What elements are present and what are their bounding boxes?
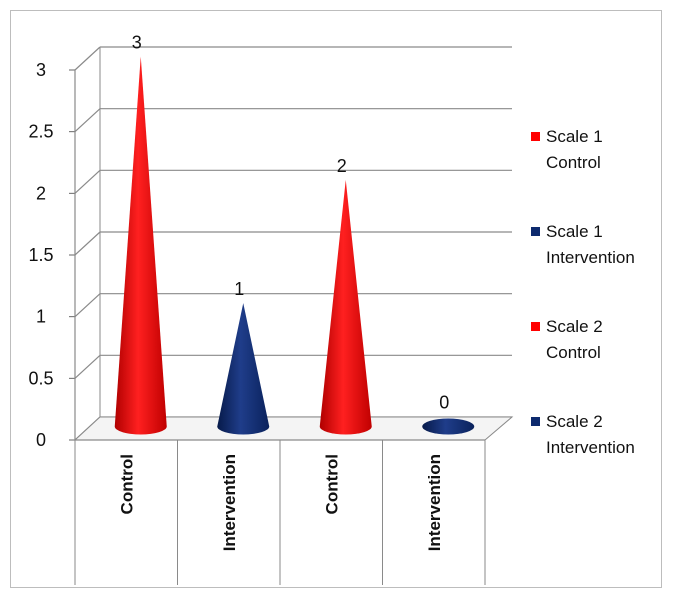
y-tick-label: 2.5 (28, 122, 53, 142)
data-label: 1 (234, 279, 244, 299)
gridline-side (74, 231, 101, 256)
cones (114, 56, 475, 435)
gridlines (73, 46, 514, 441)
y-tick-label: 0 (36, 430, 46, 450)
legend-label-line2: Intervention (546, 438, 635, 457)
cone (319, 179, 372, 435)
y-tick-label: 2 (36, 183, 46, 203)
category-label: Intervention (425, 454, 444, 551)
legend-label-line1: Scale 1 (546, 127, 603, 146)
legend-swatch (531, 417, 540, 426)
category-label: Control (322, 454, 341, 514)
data-label: 3 (132, 33, 142, 53)
legend-label-line2: Control (546, 153, 601, 172)
legend-label-line2: Intervention (546, 248, 635, 267)
legend-label-line1: Scale 2 (546, 317, 603, 336)
legend-swatch (531, 132, 540, 141)
y-tick-label: 1.5 (28, 245, 53, 265)
category-label: Intervention (220, 454, 239, 551)
gridline-side (74, 108, 101, 133)
y-tick-label: 3 (36, 60, 46, 80)
legend-swatch (531, 322, 540, 331)
legend-label-line1: Scale 1 (546, 222, 603, 241)
category-label: Control (117, 454, 136, 514)
gridline-side (74, 293, 101, 318)
cone (114, 56, 167, 435)
legend: Scale 1 Control Scale 1 Intervention Scale 2… (531, 127, 635, 457)
data-labels: 3 1 2 0 (132, 33, 450, 413)
legend-swatch (531, 227, 540, 236)
y-tick-label: 1 (36, 307, 46, 327)
legend-label-line2: Control (546, 343, 601, 362)
legend-label-line1: Scale 2 (546, 412, 603, 431)
gridline-side (74, 169, 101, 194)
gridline-side (74, 46, 101, 71)
gridline-side (74, 354, 101, 379)
cone-base (422, 418, 475, 435)
y-tick-label: 0.5 (28, 368, 53, 388)
data-label: 0 (439, 393, 449, 413)
data-label: 2 (337, 156, 347, 176)
axes: 0 0.5 1 1.5 2 2.5 3 Control Intervention Control I… (28, 47, 486, 585)
cone (217, 303, 270, 435)
